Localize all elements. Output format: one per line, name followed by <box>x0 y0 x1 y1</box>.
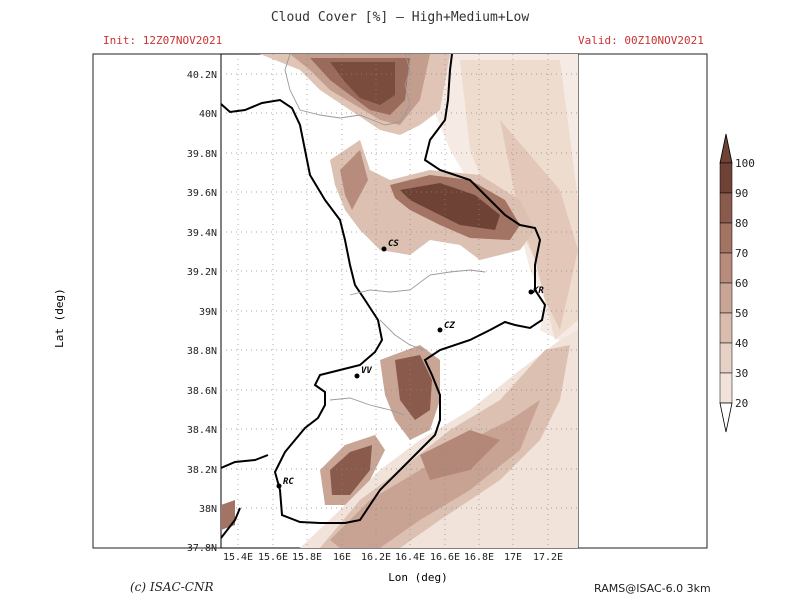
colorbar-label: 80 <box>735 217 748 230</box>
cloud-region-serre-90 <box>395 355 432 420</box>
city-label-cz: CZ <box>444 321 455 331</box>
city-label-vv: VV <box>361 366 372 376</box>
city-dot-cz <box>437 327 443 333</box>
map-title: Cloud Cover [%] — High+Medium+Low <box>270 10 530 25</box>
italy-coastline <box>221 54 547 524</box>
lat-tick-labels: 40.2N 40N 39.8N 39.6N 39.4N 39.2N 39N 38… <box>187 70 217 554</box>
cloud-region-north-90 <box>330 62 395 105</box>
city-dot-cs <box>381 246 387 252</box>
lat-tick: 38.6N <box>187 386 217 397</box>
colorbar-label: 30 <box>735 367 748 380</box>
init-time: Init: 12Z07NOV2021 <box>103 34 223 47</box>
lon-tick: 15.8E <box>292 552 322 563</box>
colorbar-bottom-arrow <box>719 402 733 433</box>
model-label: RAMS@ISAC-6.0 3km <box>594 582 711 595</box>
colorbar: 100 90 80 70 60 50 40 30 20 <box>719 133 755 433</box>
lat-tick: 40N <box>199 109 217 120</box>
lon-tick: 15.4E <box>223 552 253 563</box>
lat-tick: 38N <box>199 504 217 515</box>
colorbar-label: 100 <box>735 157 755 170</box>
lat-tick: 39.6N <box>187 188 217 199</box>
lat-tick: 37.8N <box>187 543 217 554</box>
lat-tick: 38.8N <box>187 346 217 357</box>
lat-tick: 38.4N <box>187 425 217 436</box>
lat-tick: 39.8N <box>187 149 217 160</box>
city-label-kr: KR <box>532 286 544 296</box>
cloud-region-aspro-90 <box>330 445 372 495</box>
colorbar-label: 40 <box>735 337 748 350</box>
cloud-region-south-70 <box>420 430 500 480</box>
city-markers: CS KR CZ VV RC <box>276 239 544 489</box>
sicily-coastline <box>221 454 269 539</box>
colorbar-top-arrow <box>719 133 733 164</box>
lat-tick: 39.2N <box>187 267 217 278</box>
lon-tick-labels: 15.4E 15.6E 15.8E 16E 16.2E 16.4E 16.6E … <box>223 552 563 563</box>
cloud-field <box>221 54 578 548</box>
colorbar-label: 90 <box>735 187 748 200</box>
cloud-region-40 <box>500 120 578 330</box>
cloud-region-sicily-80 <box>221 500 235 530</box>
province-borders <box>284 54 486 416</box>
lon-tick: 16.2E <box>361 552 391 563</box>
cloud-region-sila-west-70 <box>340 150 368 210</box>
city-label-cs: CS <box>388 239 399 249</box>
cloud-region-sila-100 <box>400 183 500 230</box>
lon-tick: 15.6E <box>258 552 288 563</box>
lon-tick: 17.2E <box>533 552 563 563</box>
city-dot-rc <box>276 483 282 489</box>
lat-tick: 38.2N <box>187 465 217 476</box>
city-dot-vv <box>354 373 360 379</box>
colorbar-label: 70 <box>735 247 748 260</box>
colorbar-label: 60 <box>735 277 748 290</box>
coastline <box>221 54 547 539</box>
lat-tick: 39.4N <box>187 228 217 239</box>
valid-time: Valid: 00Z10NOV2021 <box>578 34 704 47</box>
lon-tick: 16.8E <box>464 552 494 563</box>
credit-label: (c) ISAC-CNR <box>130 580 214 594</box>
lon-tick: 16.4E <box>395 552 425 563</box>
lon-tick: 16.6E <box>430 552 460 563</box>
lat-tick: 39N <box>199 307 217 318</box>
city-label-rc: RC <box>283 477 294 487</box>
lon-tick: 16E <box>333 552 351 563</box>
colorbar-label: 20 <box>735 397 748 410</box>
colorbar-label: 50 <box>735 307 748 320</box>
y-axis-label: Lat (deg) <box>53 288 66 348</box>
x-axis-label: Lon (deg) <box>388 571 448 584</box>
lon-tick: 17E <box>504 552 522 563</box>
city-dot-kr <box>528 289 534 295</box>
lat-tick: 40.2N <box>187 70 217 81</box>
